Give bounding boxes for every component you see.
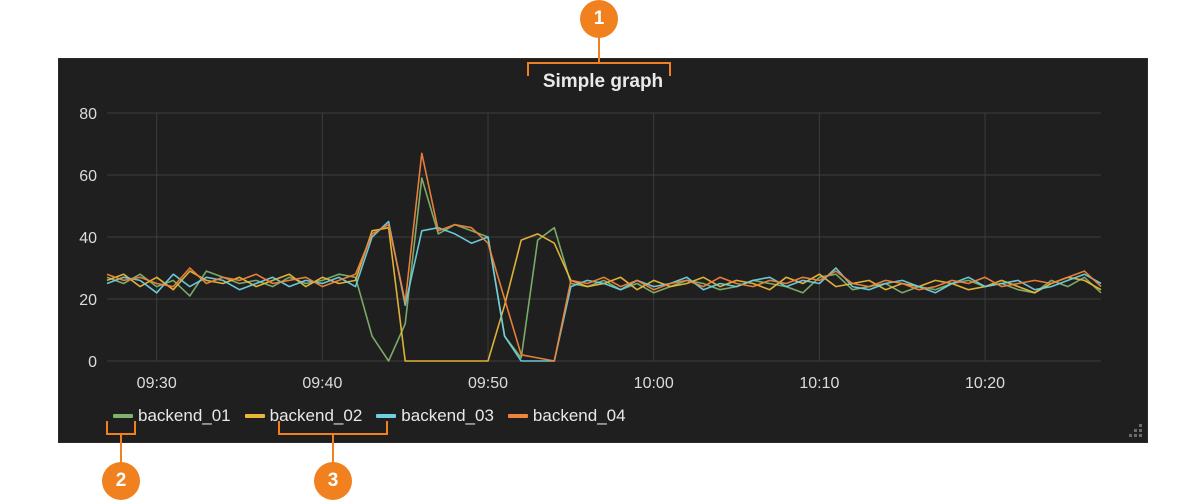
resize-handle-icon[interactable] [1129,424,1143,438]
chart-legend: backend_01 backend_02 backend_03 backend… [113,406,626,426]
y-tick-label: 80 [79,106,97,123]
legend-item-backend-04[interactable]: backend_04 [507,406,626,426]
x-tick-label: 09:40 [302,375,342,392]
series-line-backend-03 [106,220,1102,362]
series-line-backend-02 [106,226,1102,362]
legend-swatch-backend-04 [507,414,528,418]
callout-badge-1: 1 [580,0,618,38]
series-line-backend-04 [106,152,1102,362]
legend-item-backend-01[interactable]: backend_01 [113,406,231,426]
legend-item-backend-02[interactable]: backend_02 [244,406,363,426]
callout-2-stem [120,433,122,463]
callout-1-bracket-right [669,62,671,76]
x-tick-label: 09:50 [468,375,508,392]
callout-3-bracket-right [386,421,388,435]
callout-badge-2: 2 [102,462,140,500]
series-line-backend-01 [106,177,1102,362]
chart-axes: 0 20 40 60 80 09:30 09:40 09:50 10:00 10:10 10:20 [79,106,1005,392]
callout-2-bracket-left [106,421,108,435]
y-tick-label: 40 [79,230,97,247]
graph-panel: Simple graph 0 20 40 60 80 09:30 09:40 09:50 10:… [58,58,1148,443]
legend-swatch-backend-03 [376,414,397,418]
y-tick-label: 20 [79,292,97,309]
callout-1-bracket [527,62,671,64]
callout-1-bracket-left [527,62,529,76]
callout-3-stem [332,433,334,463]
y-tick-label: 0 [88,354,97,371]
panel-title[interactable]: Simple graph [542,71,664,92]
x-tick-label: 10:20 [965,375,1005,392]
y-tick-label: 60 [79,168,97,185]
callout-badge-3: 3 [314,462,352,500]
legend-label-backend-04: backend_04 [532,406,626,425]
line-chart: 0 20 40 60 80 09:30 09:40 09:50 10:00 10:10 10:20 [79,106,1102,392]
callout-2-bracket-right [134,421,136,435]
legend-label-backend-03: backend_03 [401,406,494,425]
callout-3-bracket-left [278,421,280,435]
callout-1-stem [598,36,600,63]
legend-label-backend-02: backend_02 [269,406,363,425]
x-tick-label: 10:00 [634,375,674,392]
x-tick-label: 09:30 [137,375,177,392]
x-tick-label: 10:10 [799,375,839,392]
legend-item-backend-03[interactable]: backend_03 [376,406,494,426]
chart-grid [107,112,1101,362]
chart-series [106,152,1102,362]
legend-swatch-backend-01 [113,414,133,418]
legend-label-backend-01: backend_01 [138,406,231,425]
legend-swatch-backend-02 [244,414,265,418]
